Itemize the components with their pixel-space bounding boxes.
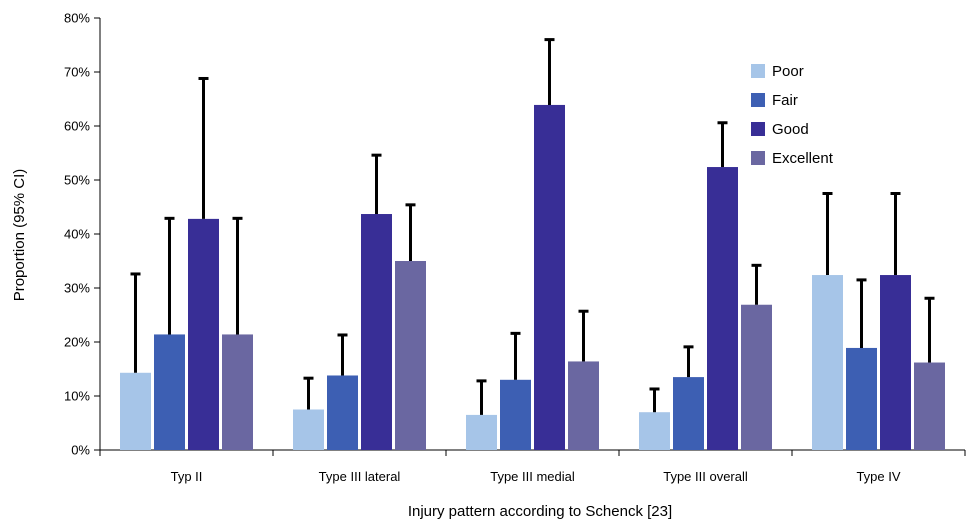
legend-label: Good xyxy=(772,121,809,138)
legend-label: Excellent xyxy=(772,150,834,167)
error-bars-group xyxy=(130,38,935,415)
y-tick-label: 0% xyxy=(71,443,90,458)
x-axis: Typ II Type III lateral Type III medial Typ… xyxy=(99,449,966,484)
legend-swatch xyxy=(751,64,765,78)
bar xyxy=(707,167,738,451)
bar xyxy=(120,372,151,450)
x-axis-title: Injury pattern according to Schenck [23] xyxy=(408,503,672,520)
bar xyxy=(914,362,945,450)
bar xyxy=(568,361,599,450)
y-tick-label: 50% xyxy=(64,173,90,188)
x-category-label: Type IV xyxy=(856,469,900,484)
bar xyxy=(188,218,219,450)
y-tick-label: 20% xyxy=(64,335,90,350)
y-axis: 0% 10% 20% 30% 40% 50% 60% 70% 80% xyxy=(64,11,101,458)
legend: Poor Fair Good Excellent xyxy=(751,63,834,167)
bar xyxy=(846,347,877,450)
bars-group xyxy=(120,104,945,451)
bar xyxy=(327,375,358,450)
bar xyxy=(361,214,392,450)
bar xyxy=(639,412,670,450)
legend-swatch xyxy=(751,122,765,136)
x-category-label: Typ II xyxy=(171,469,203,484)
y-tick-label: 40% xyxy=(64,227,90,242)
bar xyxy=(500,379,531,450)
y-tick-label: 80% xyxy=(64,11,90,26)
bar xyxy=(154,334,185,450)
y-tick-label: 10% xyxy=(64,389,90,404)
legend-swatch xyxy=(751,151,765,165)
x-category-label: Type III overall xyxy=(663,469,748,484)
bar xyxy=(534,104,565,450)
x-category-label: Type III lateral xyxy=(319,469,401,484)
bar xyxy=(293,409,324,450)
bar xyxy=(741,304,772,450)
bar xyxy=(880,275,911,450)
y-tick-label: 60% xyxy=(64,119,90,134)
y-tick-label: 30% xyxy=(64,281,90,296)
legend-label: Poor xyxy=(772,63,804,80)
legend-label: Fair xyxy=(772,92,798,109)
bar xyxy=(222,334,253,450)
bar xyxy=(395,261,426,450)
x-category-label: Type III medial xyxy=(490,469,575,484)
legend-swatch xyxy=(751,93,765,107)
bar xyxy=(466,414,497,450)
bar xyxy=(812,275,843,450)
bar xyxy=(673,377,704,450)
y-tick-label: 70% xyxy=(64,65,90,80)
y-axis-title: Proportion (95% CI) xyxy=(11,169,28,302)
